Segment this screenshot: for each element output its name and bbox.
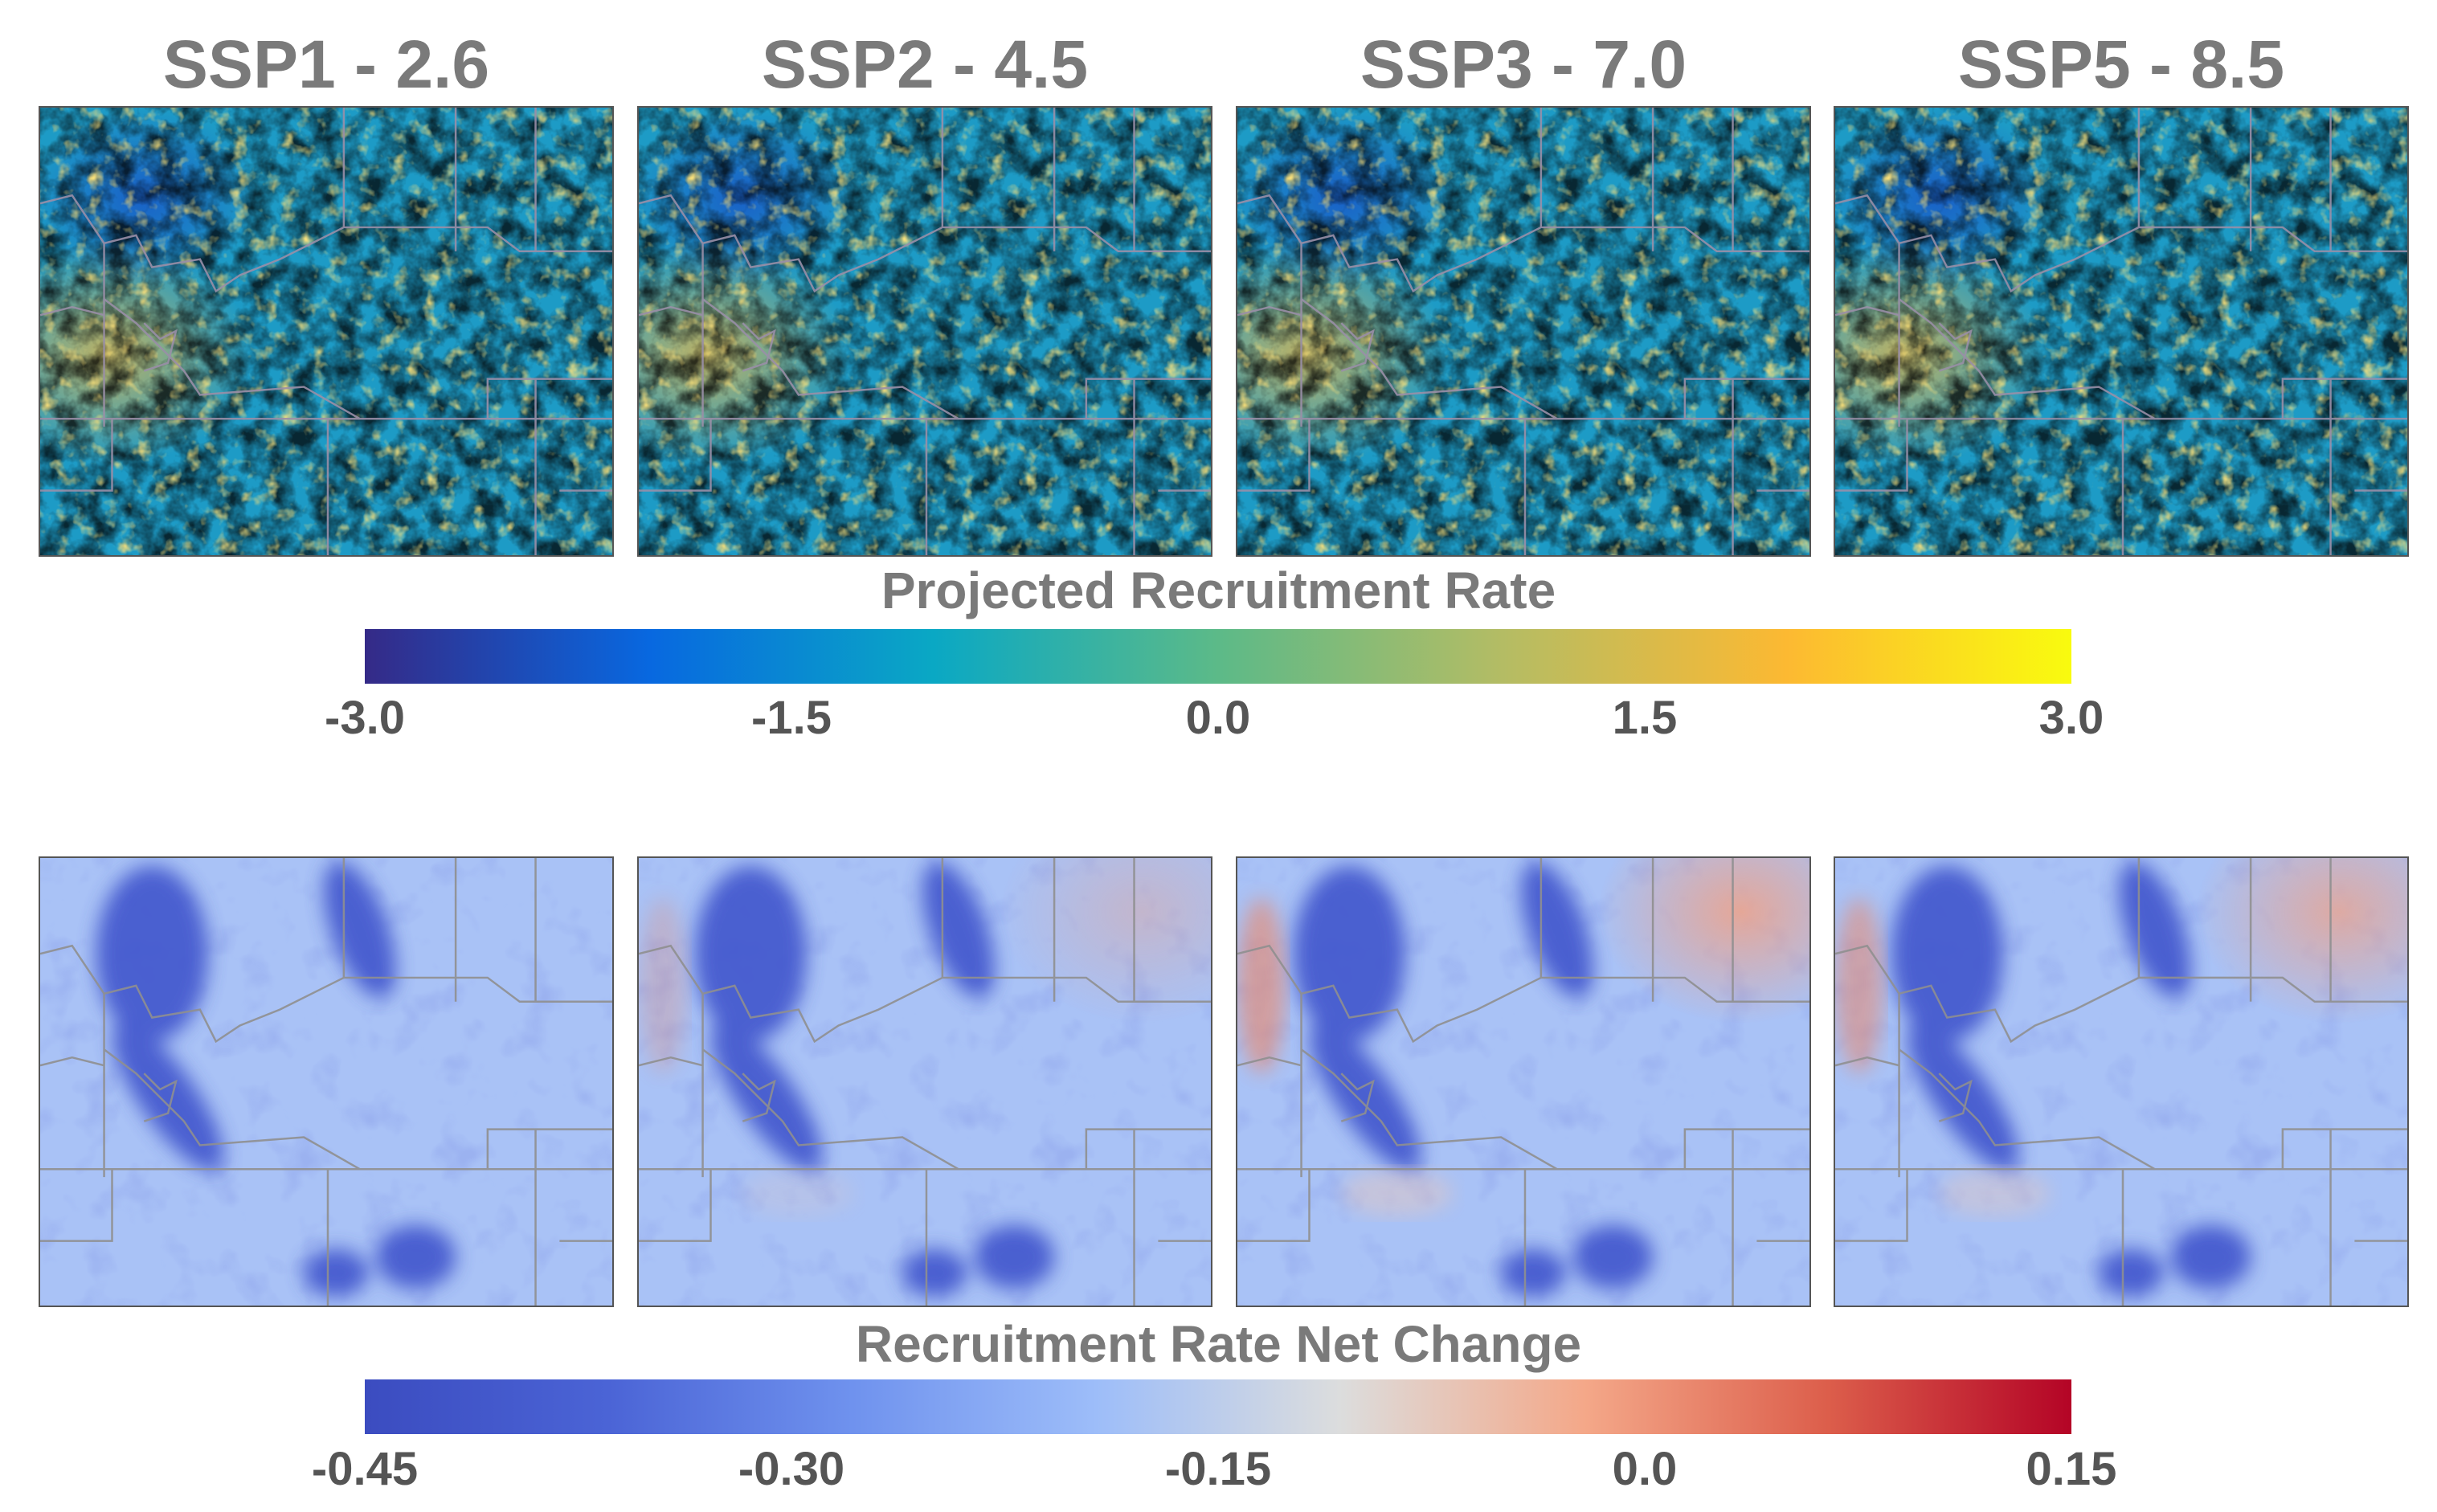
projected-recruitment-map xyxy=(39,106,614,557)
colorbar-tick-label: 0.0 xyxy=(1185,692,1251,744)
projected-recruitment-map xyxy=(637,106,1212,557)
colorbar-tick-label: 0.0 xyxy=(1612,1443,1678,1495)
scenario-title: SSP3 - 7.0 xyxy=(1360,27,1687,102)
top-colorbar-title: Projected Recruitment Rate xyxy=(881,562,1556,619)
colorbar-tick-label: -0.45 xyxy=(311,1443,419,1495)
colorbar-tick-label: -0.30 xyxy=(738,1443,845,1495)
colorbar-tick-label: 1.5 xyxy=(1612,692,1678,744)
top-colorbar xyxy=(365,629,2071,684)
colorbar-tick-label: 0.15 xyxy=(2026,1443,2117,1495)
colorbar-tick-label: 3.0 xyxy=(2038,692,2104,744)
bottom-colorbar-title: Recruitment Rate Net Change xyxy=(855,1315,1582,1373)
colorbar-tick-label: -3.0 xyxy=(325,692,405,744)
colorbar-tick-label: -1.5 xyxy=(751,692,832,744)
scenario-title: SSP1 - 2.6 xyxy=(162,27,490,102)
recruitment-net-change-map xyxy=(1834,856,2409,1307)
recruitment-net-change-map xyxy=(39,856,614,1307)
scenario-title: SSP2 - 4.5 xyxy=(761,27,1089,102)
recruitment-net-change-map xyxy=(1236,856,1811,1307)
colorbar-tick-label: -0.15 xyxy=(1164,1443,1272,1495)
projected-recruitment-map xyxy=(1834,106,2409,557)
recruitment-net-change-map xyxy=(637,856,1212,1307)
projected-recruitment-map xyxy=(1236,106,1811,557)
scenario-title: SSP5 - 8.5 xyxy=(1957,27,2285,102)
bottom-colorbar xyxy=(365,1379,2071,1434)
